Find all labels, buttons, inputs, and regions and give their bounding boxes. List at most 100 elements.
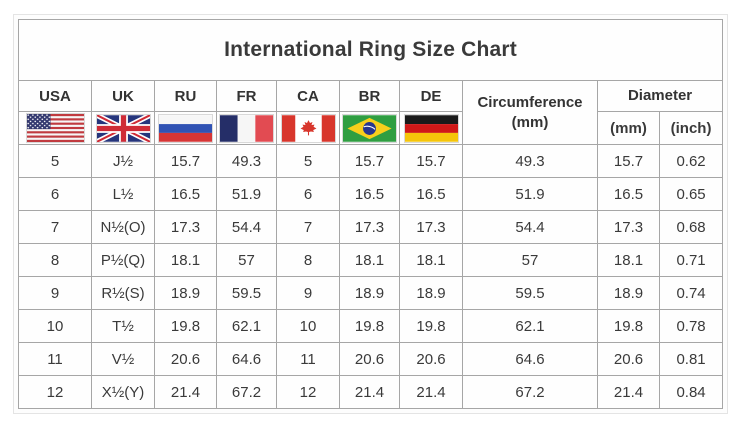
cell-ca: 8 (276, 243, 340, 277)
cell-br: 20.6 (339, 342, 400, 376)
column-subheader-diameter-mm: (mm) (597, 111, 660, 145)
flag-cell-fr (216, 111, 277, 145)
cell-ca: 7 (276, 210, 340, 244)
cell-circumference-mm: 59.5 (462, 276, 598, 310)
cell-fr: 57 (216, 243, 277, 277)
cell-ca: 10 (276, 309, 340, 343)
cell-usa: 8 (18, 243, 92, 277)
cell-diameter-mm: 18.9 (597, 276, 660, 310)
cell-usa: 10 (18, 309, 92, 343)
cell-ru: 18.9 (154, 276, 217, 310)
cell-circumference-mm: 62.1 (462, 309, 598, 343)
cell-de: 15.7 (399, 144, 463, 178)
cell-ca: 11 (276, 342, 340, 376)
table-row: 9 R½(S) 18.9 59.5 9 18.9 18.9 59.5 18.9 0.74 (18, 276, 724, 310)
cell-uk: T½ (91, 309, 155, 343)
cell-ca: 12 (276, 375, 340, 409)
ru-flag-icon (158, 113, 213, 143)
cell-circumference-mm: 51.9 (462, 177, 598, 211)
cell-ru: 19.8 (154, 309, 217, 343)
cell-usa: 6 (18, 177, 92, 211)
de-flag-icon (403, 113, 459, 143)
cell-diameter-inch: 0.74 (658, 276, 724, 310)
cell-br: 19.8 (339, 309, 400, 343)
cell-uk: L½ (91, 177, 155, 211)
flag-cell-br (339, 111, 400, 145)
cell-br: 18.1 (339, 243, 400, 277)
cell-diameter-inch: 0.84 (658, 375, 724, 409)
cell-ca: 9 (276, 276, 340, 310)
cell-de: 20.6 (399, 342, 463, 376)
cell-ru: 15.7 (154, 144, 217, 178)
flag-cell-uk (91, 111, 155, 145)
cell-diameter-mm: 20.6 (597, 342, 660, 376)
table-row: 11 V½ 20.6 64.6 11 20.6 20.6 64.6 20.6 0.81 (18, 342, 724, 376)
table-row: 12 X½(Y) 21.4 67.2 12 21.4 21.4 67.2 21.4 0.84 (18, 375, 724, 409)
cell-ca: 6 (276, 177, 340, 211)
cell-fr: 62.1 (216, 309, 277, 343)
cell-usa: 7 (18, 210, 92, 244)
cell-diameter-mm: 19.8 (597, 309, 660, 343)
cell-br: 15.7 (339, 144, 400, 178)
column-header-ru: RU (154, 80, 217, 112)
cell-uk: V½ (91, 342, 155, 376)
flag-cell-ca (276, 111, 340, 145)
cell-br: 21.4 (339, 375, 400, 409)
cell-br: 18.9 (339, 276, 400, 310)
ring-size-table: International Ring Size Chart USA UK RU … (17, 19, 724, 409)
column-header-de: DE (399, 80, 463, 112)
table-row: 10 T½ 19.8 62.1 10 19.8 19.8 62.1 19.8 0.78 (18, 309, 724, 343)
cell-uk: R½(S) (91, 276, 155, 310)
cell-ru: 21.4 (154, 375, 217, 409)
cell-ru: 20.6 (154, 342, 217, 376)
uk-flag-icon (95, 113, 151, 143)
cell-diameter-inch: 0.81 (658, 342, 724, 376)
cell-uk: P½(Q) (91, 243, 155, 277)
column-subheader-diameter-inch: (inch) (658, 111, 724, 145)
column-header-fr: FR (216, 80, 277, 112)
cell-diameter-inch: 0.65 (658, 177, 724, 211)
cell-circumference-mm: 49.3 (462, 144, 598, 178)
table-row: 7 N½(O) 17.3 54.4 7 17.3 17.3 54.4 17.3 0.68 (18, 210, 724, 244)
cell-usa: 12 (18, 375, 92, 409)
cell-fr: 64.6 (216, 342, 277, 376)
cell-de: 16.5 (399, 177, 463, 211)
cell-br: 17.3 (339, 210, 400, 244)
column-header-usa: USA (18, 80, 92, 112)
title-row: International Ring Size Chart (17, 19, 724, 81)
cell-diameter-mm: 18.1 (597, 243, 660, 277)
cell-ru: 16.5 (154, 177, 217, 211)
cell-de: 21.4 (399, 375, 463, 409)
flags-row: (mm) (inch) (18, 111, 724, 145)
cell-fr: 54.4 (216, 210, 277, 244)
cell-uk: N½(O) (91, 210, 155, 244)
cell-diameter-mm: 21.4 (597, 375, 660, 409)
table-row: 5 J½ 15.7 49.3 5 15.7 15.7 49.3 15.7 0.62 (18, 144, 724, 178)
flag-cell-ru (154, 111, 217, 145)
cell-ru: 17.3 (154, 210, 217, 244)
cell-fr: 49.3 (216, 144, 277, 178)
cell-de: 19.8 (399, 309, 463, 343)
cell-uk: J½ (91, 144, 155, 178)
cell-circumference-mm: 67.2 (462, 375, 598, 409)
cell-diameter-mm: 15.7 (597, 144, 660, 178)
cell-diameter-mm: 16.5 (597, 177, 660, 211)
usa-flag-icon (25, 113, 85, 143)
cell-de: 18.1 (399, 243, 463, 277)
circumference-unit: (mm) (511, 113, 549, 131)
cell-usa: 5 (18, 144, 92, 178)
cell-circumference-mm: 64.6 (462, 342, 598, 376)
cell-usa: 9 (18, 276, 92, 310)
cell-de: 18.9 (399, 276, 463, 310)
fr-flag-icon (219, 113, 274, 143)
cell-diameter-inch: 0.78 (658, 309, 724, 343)
country-codes-row: USA UK RU FR CA BR DE Circumference (mm)… (18, 80, 724, 145)
column-header-diameter: Diameter (596, 80, 724, 112)
cell-diameter-mm: 17.3 (597, 210, 660, 244)
cell-br: 16.5 (339, 177, 400, 211)
cell-uk: X½(Y) (91, 375, 155, 409)
cell-fr: 59.5 (216, 276, 277, 310)
cell-diameter-inch: 0.71 (658, 243, 724, 277)
br-flag-icon (342, 113, 397, 143)
cell-usa: 11 (18, 342, 92, 376)
